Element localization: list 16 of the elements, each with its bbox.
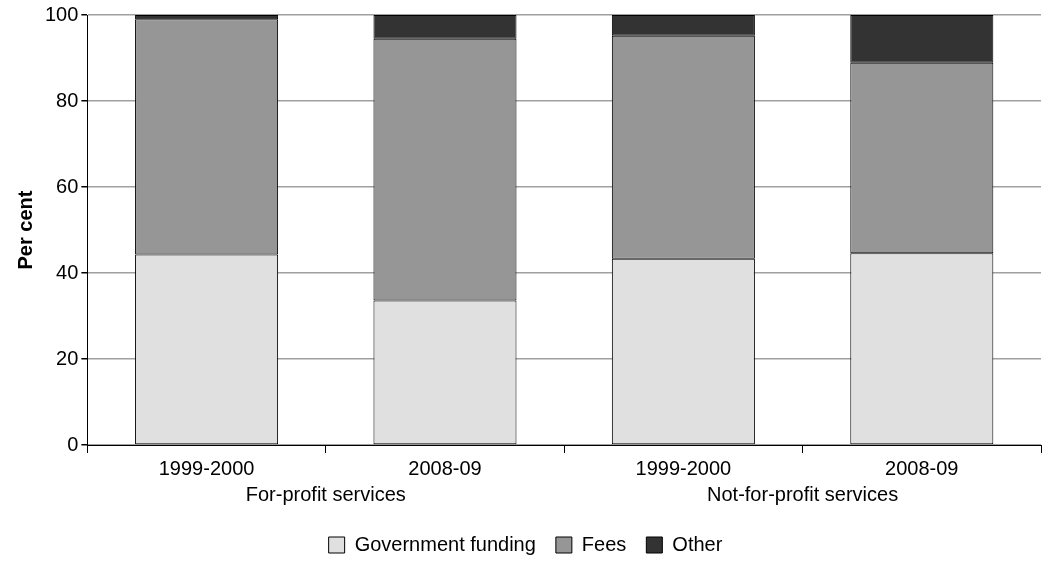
- y-tick-label: 60: [56, 174, 79, 197]
- y-tick-label: 0: [67, 432, 79, 455]
- y-tick-label: 20: [56, 346, 79, 369]
- x-tick-label: 2008-09: [885, 456, 959, 479]
- legend-label: Fees: [581, 532, 627, 555]
- x-tick-label: 1999-2000: [158, 456, 255, 479]
- legend-label: Other: [672, 532, 723, 555]
- x-tick-label: 1999-2000: [635, 456, 732, 479]
- y-axis-title: Per cent: [13, 190, 36, 270]
- y-tick-label: 40: [56, 260, 79, 283]
- text: Not-for-profit services: [707, 482, 899, 505]
- x-tick-label: 2008-09: [408, 456, 482, 479]
- legend-label: Government funding: [354, 532, 536, 555]
- y-tick-label: 80: [56, 88, 79, 111]
- text: For-profit services: [245, 482, 406, 505]
- y-tick-label: 100: [44, 2, 79, 25]
